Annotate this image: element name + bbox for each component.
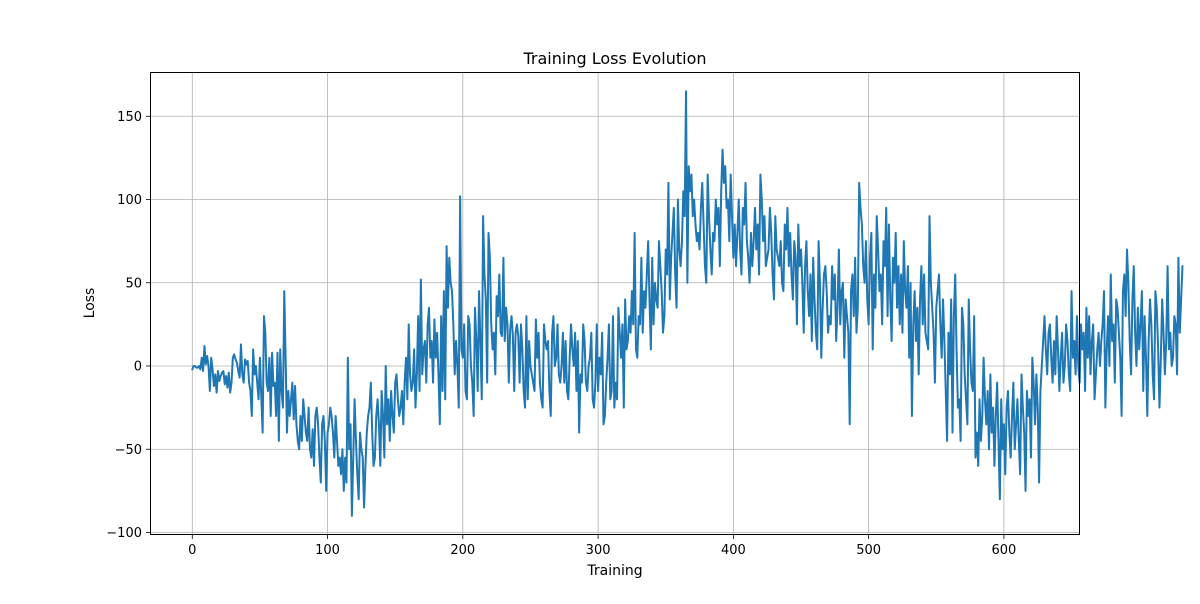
x-tick-label: 0	[188, 543, 196, 558]
x-tick-label: 300	[586, 543, 611, 558]
chart-title: Training Loss Evolution	[523, 49, 707, 68]
x-axis: 0 100 200 300 400 500 600	[188, 535, 1016, 558]
x-tick-label: 500	[856, 543, 881, 558]
x-tick-label: 600	[991, 543, 1016, 558]
x-tick-label: 400	[721, 543, 746, 558]
x-axis-label: Training	[586, 563, 642, 579]
y-tick-label: −100	[106, 526, 142, 541]
y-tick-label: 100	[117, 193, 142, 208]
y-axis-label: Loss	[82, 288, 98, 319]
y-tick-label: 150	[117, 110, 142, 125]
y-tick-label: −50	[115, 443, 142, 458]
y-axis: −100 −50 0 50 100 150	[106, 110, 150, 541]
y-tick-label: 0	[134, 360, 142, 375]
y-tick-label: 50	[125, 276, 142, 291]
series-line	[191, 90, 1184, 517]
series-group	[191, 90, 1184, 517]
plot-frame	[150, 72, 1080, 535]
x-tick-label: 200	[450, 543, 475, 558]
x-tick-label: 100	[315, 543, 340, 558]
